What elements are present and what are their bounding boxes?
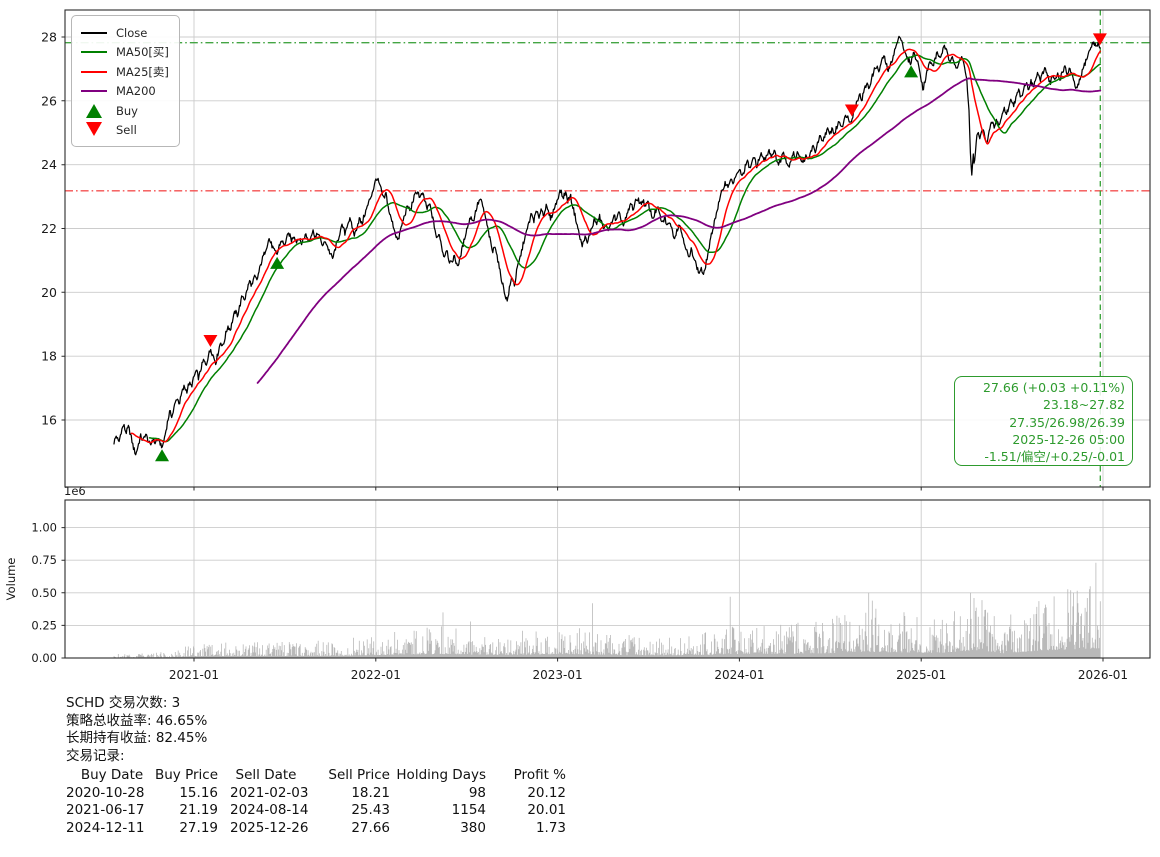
price-series — [113, 35, 1102, 456]
axes-spines — [61, 9, 1151, 662]
legend-item-ma200: MA200 — [81, 82, 169, 102]
sell-triangle-icon — [81, 122, 107, 137]
sell-date-cell: 2024-08-14 — [230, 802, 309, 819]
col-buy-date: Buy Date — [80, 766, 144, 783]
strategy-stats-block: SCHD 交易次数: 3 策略总收益率: 46.65% 长期持有收益: 82.4… — [66, 695, 566, 838]
buy-marker — [270, 256, 285, 269]
gridlines — [65, 10, 1150, 659]
sell-price-cell: 18.21 — [351, 784, 390, 801]
sell-marker — [844, 104, 859, 117]
x-tick-label: 2025-01 — [896, 668, 946, 682]
sell-price-cell: 27.66 — [351, 819, 390, 836]
close-line-swatch-icon — [81, 31, 107, 34]
buy-triangle-icon — [81, 103, 107, 118]
trade-row: 2024-12-11 27.19 2025-12-26 27.66 380 1.… — [66, 820, 566, 838]
sell-marker — [1092, 33, 1107, 46]
price-tick-label: 22 — [41, 221, 57, 236]
volume-bars — [113, 562, 1101, 658]
x-tick-label: 2024-01 — [714, 668, 764, 682]
volume-offset-label: 1e6 — [64, 484, 86, 498]
chart-canvas: 2021-01 2022-01 2023-01 2024-01 2025-01 2026-… — [4, 9, 1151, 683]
annotation-bias-line: -1.51/偏空/+0.25/-0.01 — [984, 449, 1125, 465]
reference-lines — [65, 10, 1150, 487]
legend-label: Close — [116, 25, 148, 40]
quote-annotation-box: 27.66 (+0.03 +0.11%) 23.18~27.82 27.35/2… — [954, 376, 1133, 466]
legend-item-buy: Buy — [81, 101, 169, 121]
profit-cell: 20.12 — [527, 784, 566, 801]
volume-tick-label: 1.00 — [31, 521, 57, 535]
trade-table-header: Buy Date Buy Price Sell Date Sell Price … — [66, 767, 566, 785]
buy-marker — [155, 449, 170, 462]
price-tick-label: 24 — [41, 157, 57, 172]
legend-item-ma50: MA50[买] — [81, 43, 169, 63]
buy-date-cell: 2024-12-11 — [66, 819, 145, 836]
col-holding-days: Holding Days — [396, 766, 486, 783]
close-line — [113, 35, 1101, 456]
price-tick-label: 28 — [41, 30, 57, 45]
buy-date-cell: 2020-10-28 — [66, 784, 145, 801]
col-profit-pct: Profit % — [513, 766, 566, 783]
annotation-datetime-line: 2025-12-26 05:00 — [1012, 431, 1125, 447]
price-tick-label: 20 — [41, 285, 57, 300]
annotation-range-line: 23.18~27.82 — [1042, 397, 1125, 413]
legend-item-close: Close — [81, 23, 169, 43]
holding-days-cell: 380 — [460, 819, 486, 836]
sell-date-cell: 2025-12-26 — [230, 819, 309, 836]
legend-label: MA50[买] — [116, 45, 169, 60]
buy-date-cell: 2021-06-17 — [66, 802, 145, 819]
legend-label: MA25[卖] — [116, 64, 169, 79]
trade-markers — [155, 33, 1107, 462]
volume-tick-label: 0.25 — [31, 618, 57, 632]
sell-date-cell: 2021-02-03 — [230, 784, 309, 801]
volume-tick-label: 0.75 — [31, 553, 57, 567]
volume-tick-label: 0.00 — [31, 651, 57, 665]
x-tick-label: 2022-01 — [351, 668, 401, 682]
buy-marker — [904, 65, 919, 78]
legend-label: Buy — [116, 103, 138, 118]
price-tick-label: 26 — [41, 93, 57, 108]
x-tick-label: 2026-01 — [1078, 668, 1128, 682]
annotation-ma-line: 27.35/26.98/26.39 — [1009, 414, 1125, 430]
x-tick-label: 2023-01 — [533, 668, 583, 682]
legend-item-ma25: MA25[卖] — [81, 62, 169, 82]
trade-table: Buy Date Buy Price Sell Date Sell Price … — [66, 767, 566, 838]
price-tick-label: 16 — [41, 413, 57, 428]
legend-item-sell: Sell — [81, 121, 169, 141]
axis-labels: 2021-01 2022-01 2023-01 2024-01 2025-01 2026-… — [4, 30, 1128, 683]
profit-cell: 20.01 — [527, 802, 566, 819]
strategy-return-line: 策略总收益率: 46.65% — [66, 712, 208, 729]
ma50-line-swatch-icon — [81, 51, 107, 54]
buy-price-cell: 21.19 — [179, 802, 218, 819]
legend-label: MA200 — [116, 84, 156, 99]
col-buy-price: Buy Price — [154, 766, 218, 783]
holding-days-cell: 98 — [468, 784, 486, 801]
volume-axis-label: Volume — [4, 558, 18, 601]
buyhold-return-line: 长期持有收益: 82.45% — [66, 730, 208, 747]
col-sell-date: Sell Date — [235, 766, 297, 783]
x-tick-label: 2021-01 — [169, 668, 219, 682]
ma25-line-swatch-icon — [81, 70, 107, 73]
col-sell-price: Sell Price — [328, 766, 390, 783]
holding-days-cell: 1154 — [451, 802, 486, 819]
trade-row: 2020-10-28 15.16 2021-02-03 18.21 98 20.… — [66, 785, 566, 803]
volume-tick-label: 0.50 — [31, 586, 57, 600]
sell-price-cell: 25.43 — [351, 802, 390, 819]
buy-price-cell: 15.16 — [179, 784, 218, 801]
trade-count-line: SCHD 交易次数: 3 — [66, 695, 181, 711]
profit-cell: 1.73 — [535, 819, 566, 836]
ma200-line — [256, 77, 1102, 384]
ma25-line — [130, 48, 1102, 444]
annotation-price-line: 27.66 (+0.03 +0.11%) — [983, 380, 1125, 395]
chart-legend: Close MA50[买] MA25[卖] MA200 Buy Sell — [71, 15, 180, 147]
sell-marker — [203, 334, 218, 347]
trade-row: 2021-06-17 21.19 2024-08-14 25.43 1154 2… — [66, 802, 566, 820]
ma200-line-swatch-icon — [81, 90, 107, 93]
trade-log-title: 交易记录: — [66, 748, 125, 765]
price-tick-label: 18 — [41, 349, 57, 364]
buy-price-cell: 27.19 — [179, 819, 218, 836]
legend-label: Sell — [116, 123, 137, 138]
